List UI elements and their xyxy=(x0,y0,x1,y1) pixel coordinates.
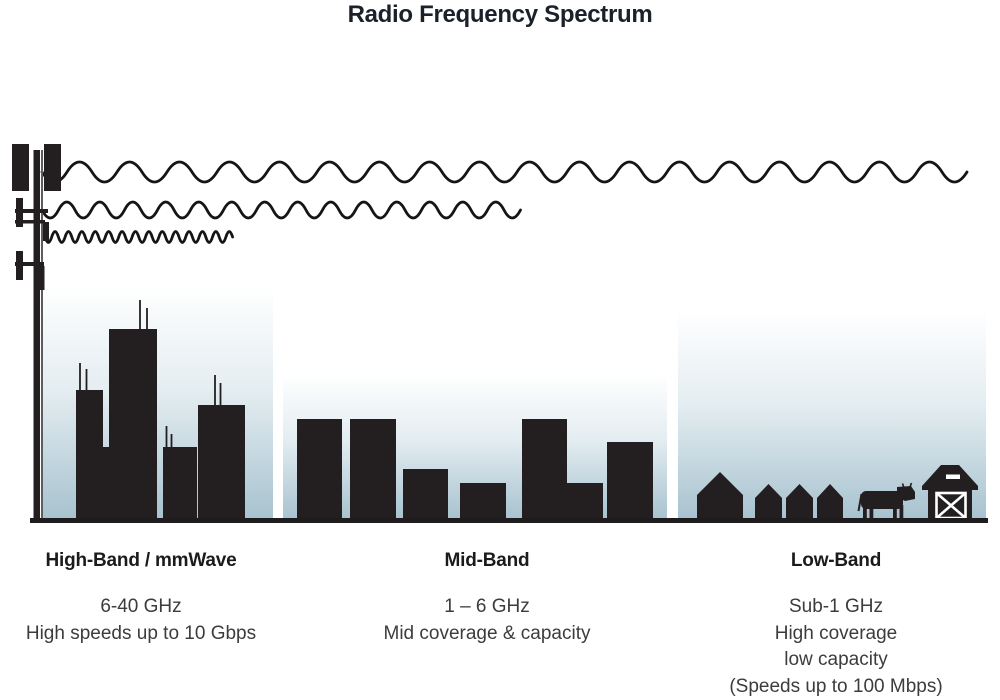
tower-crossbar xyxy=(15,209,48,213)
barn-loft-vent xyxy=(946,474,960,479)
low-band-title: Low-Band xyxy=(790,550,882,571)
houses-icon xyxy=(697,472,843,520)
house xyxy=(817,484,843,520)
mid-band-description: Mid coverage & capacity xyxy=(383,622,591,644)
radio-waves xyxy=(40,160,969,244)
tower-stub xyxy=(39,266,45,290)
high-band-description: High speeds up to 10 Gbps xyxy=(25,622,257,644)
high-band-frequency: 6-40 GHz xyxy=(100,596,182,617)
high-band-label-block: High-Band / mmWave 6-40 GHz High speeds … xyxy=(10,550,272,647)
low-band-wave xyxy=(40,160,969,184)
cow-leg xyxy=(899,505,904,521)
tower-antenna-panel-left xyxy=(12,144,29,191)
cell-tower-icon xyxy=(12,144,61,520)
tower-side-antenna xyxy=(43,222,49,241)
building xyxy=(198,405,245,520)
house xyxy=(697,472,743,520)
building xyxy=(109,329,157,520)
building xyxy=(163,447,197,520)
cow-tail xyxy=(857,493,863,512)
midrise-buildings-icon xyxy=(297,419,653,520)
house xyxy=(755,484,782,520)
building xyxy=(76,390,103,520)
low-band-frequency: Sub-1 GHz xyxy=(789,596,883,617)
tower-pole xyxy=(33,150,40,520)
cow-leg xyxy=(893,505,897,521)
tower-side-antenna xyxy=(16,251,23,280)
mid-band-wave xyxy=(40,200,522,220)
tower-crossbar xyxy=(15,220,45,224)
house xyxy=(786,484,813,520)
rooftop-antennas xyxy=(79,300,222,447)
building xyxy=(607,442,653,520)
cow-leg xyxy=(863,505,867,521)
low-band-coverage: High coverage xyxy=(774,622,898,644)
cow-icon xyxy=(857,482,915,521)
low-band-speed: (Speeds up to 100 Mbps) xyxy=(729,675,943,697)
tower-crossbar xyxy=(15,262,44,266)
barn-icon xyxy=(922,465,978,520)
building xyxy=(297,419,342,520)
mid-band-label-block: Mid-Band 1 – 6 GHz Mid coverage & capaci… xyxy=(337,550,637,647)
building xyxy=(460,483,506,520)
low-band-label-block: Low-Band Sub-1 GHz High coverage low cap… xyxy=(686,550,986,700)
building xyxy=(403,469,448,520)
high-band-title: High-Band / mmWave xyxy=(45,550,237,571)
cow-horn xyxy=(901,483,905,489)
mid-band-title: Mid-Band xyxy=(444,550,530,571)
mid-band-frequency: 1 – 6 GHz xyxy=(444,596,530,617)
cow-body xyxy=(861,491,903,509)
building xyxy=(103,447,110,520)
building xyxy=(350,419,396,520)
tower-antenna-panel-right xyxy=(44,144,61,191)
low-band-capacity: low capacity xyxy=(784,649,888,670)
tower-pole-leg xyxy=(41,150,43,520)
barn-crossbuck-door xyxy=(935,491,967,520)
cow-horn xyxy=(909,482,913,488)
high-band-wave xyxy=(43,230,234,244)
cow-head xyxy=(897,486,915,501)
tower-side-antenna xyxy=(16,198,23,227)
ground-line xyxy=(30,518,988,523)
cow-leg xyxy=(869,505,874,521)
building xyxy=(522,419,603,520)
city-skyline-icon xyxy=(76,300,245,520)
page-title: Radio Frequency Spectrum xyxy=(347,1,653,28)
